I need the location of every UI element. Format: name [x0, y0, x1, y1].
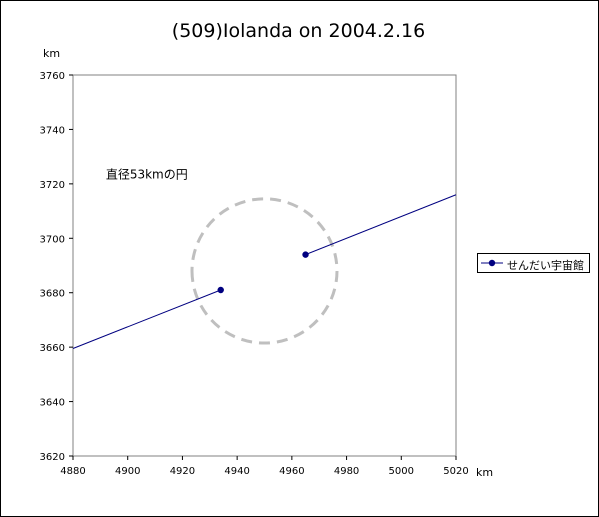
y-tick-label: 3700 [40, 234, 65, 245]
y-tick-label: 3740 [40, 125, 65, 136]
y-tick-label: 3760 [40, 71, 65, 82]
y-tick-label: 3720 [40, 180, 65, 191]
data-point [302, 251, 309, 258]
x-tick-label: 4880 [60, 466, 85, 477]
y-tick-label: 3680 [40, 289, 65, 300]
x-axis-label: km [476, 466, 493, 479]
x-tick-label: 4980 [334, 466, 359, 477]
legend-marker-icon [481, 259, 503, 267]
y-axis-label: km [43, 47, 60, 60]
legend: せんだい宇宙館 [477, 253, 590, 273]
diameter-circle [190, 197, 339, 345]
chart-title: (509)Iolanda on 2004.2.16 [171, 20, 426, 42]
x-tick-label: 4900 [115, 466, 140, 477]
y-tick-label: 3620 [40, 452, 65, 463]
legend-label: せんだい宇宙館 [507, 259, 584, 272]
x-tick-label: 4940 [224, 466, 249, 477]
circle-annotation: 直径53kmの円 [106, 167, 188, 181]
track-line-left [72, 289, 221, 349]
plot-area [72, 74, 457, 457]
y-tick-label: 3660 [40, 343, 65, 354]
x-tick-label: 4960 [279, 466, 304, 477]
x-tick-label: 5000 [389, 466, 414, 477]
y-tick-label: 3640 [40, 398, 65, 409]
x-tick-label: 5020 [443, 466, 468, 477]
data-point [217, 286, 224, 294]
track-line-right [305, 194, 457, 256]
x-tick-label: 4920 [170, 466, 195, 477]
